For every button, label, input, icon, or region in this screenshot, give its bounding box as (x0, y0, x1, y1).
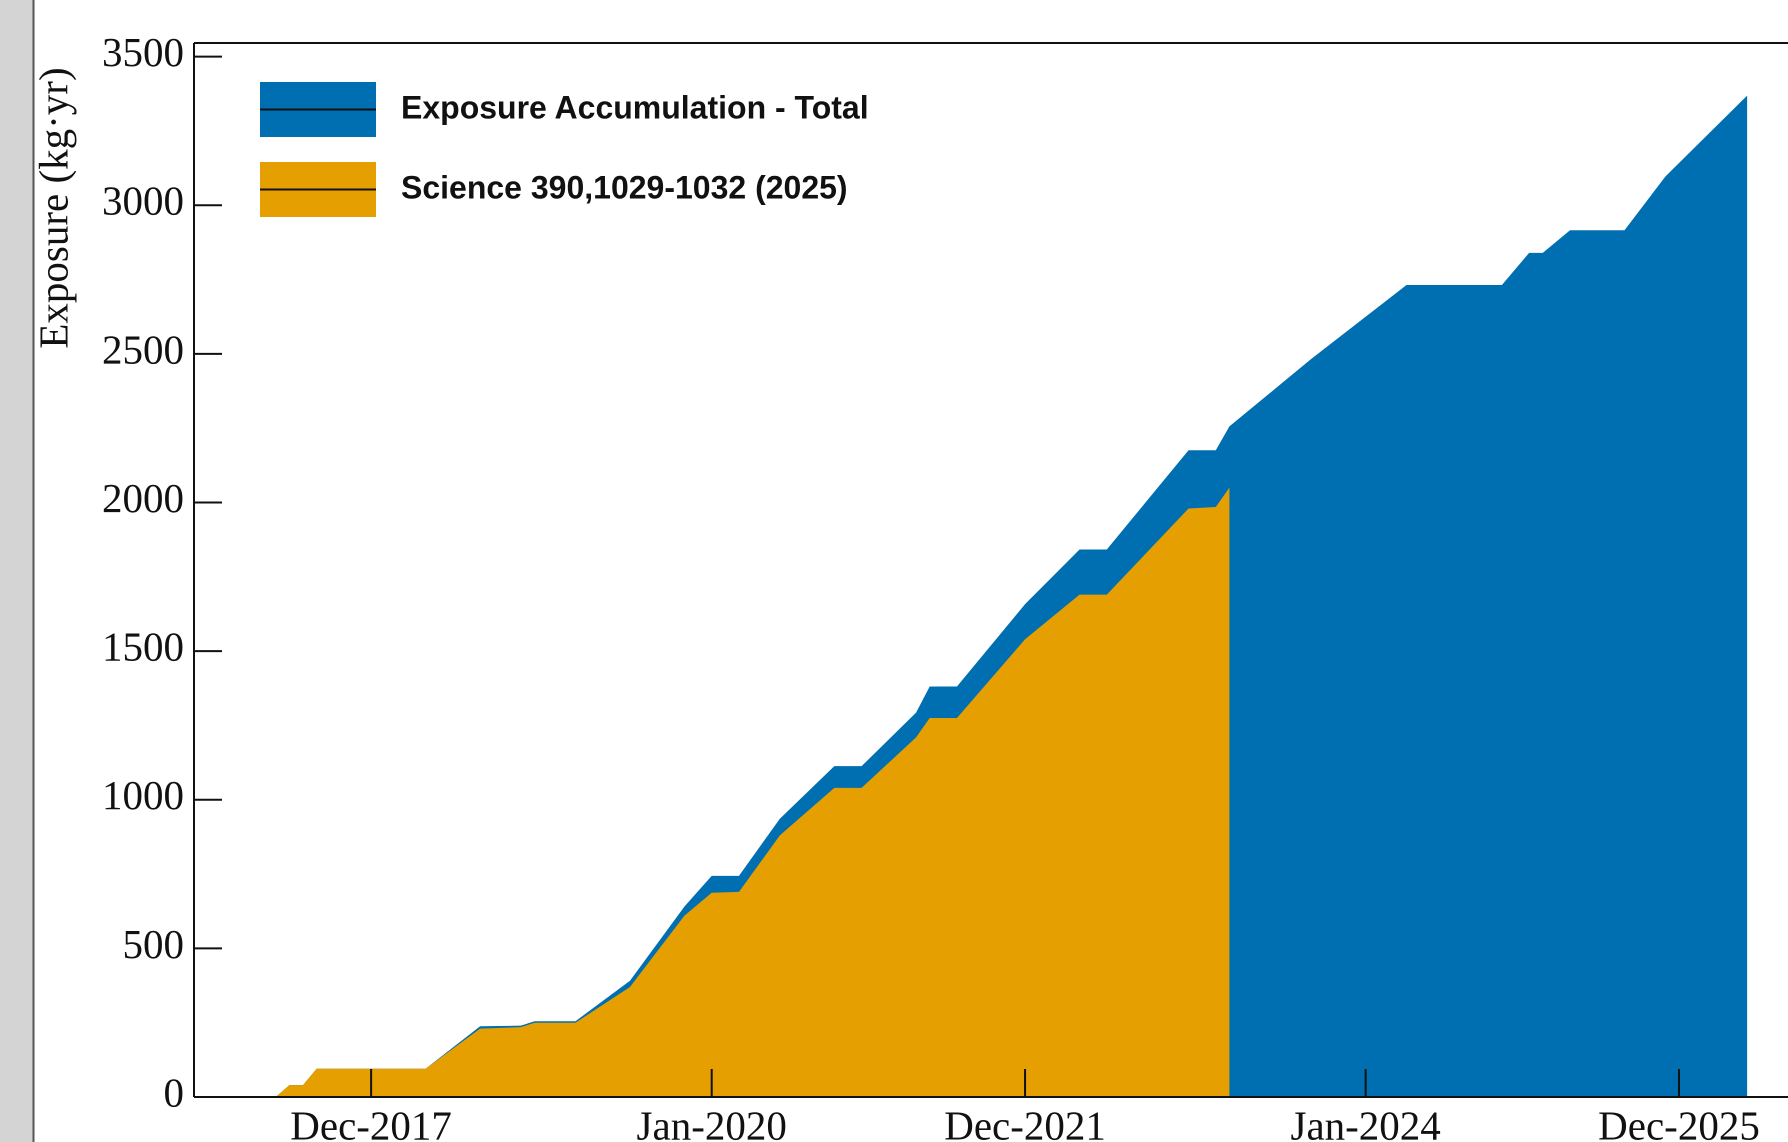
legend-label: Science 390,1029-1032 (2025) (401, 169, 848, 205)
y-tick-label: 0 (164, 1069, 185, 1115)
y-tick-label: 2500 (102, 326, 184, 372)
y-tick-label: 2000 (102, 475, 184, 521)
x-tick-label: Dec-2017 (290, 1102, 452, 1142)
y-tick-label: 1000 (102, 772, 184, 818)
y-tick-label: 1500 (102, 624, 184, 670)
legend-label: Exposure Accumulation - Total (401, 89, 869, 125)
x-tick-label: Dec-2021 (944, 1102, 1106, 1142)
x-tick-label: Dec-2025 (1598, 1102, 1760, 1142)
y-tick-label: 3500 (102, 29, 184, 75)
y-tick-label: 500 (123, 921, 185, 967)
y-axis-title: Exposure (kg·yr) (30, 67, 76, 348)
x-tick-label: Jan-2020 (637, 1102, 787, 1142)
area (275, 95, 1748, 1097)
side-strip (0, 0, 33, 1142)
y-tick-label: 3000 (102, 178, 184, 224)
area (275, 487, 1230, 1097)
x-tick-label: Jan-2024 (1291, 1102, 1441, 1142)
plot-area (275, 95, 1748, 1097)
